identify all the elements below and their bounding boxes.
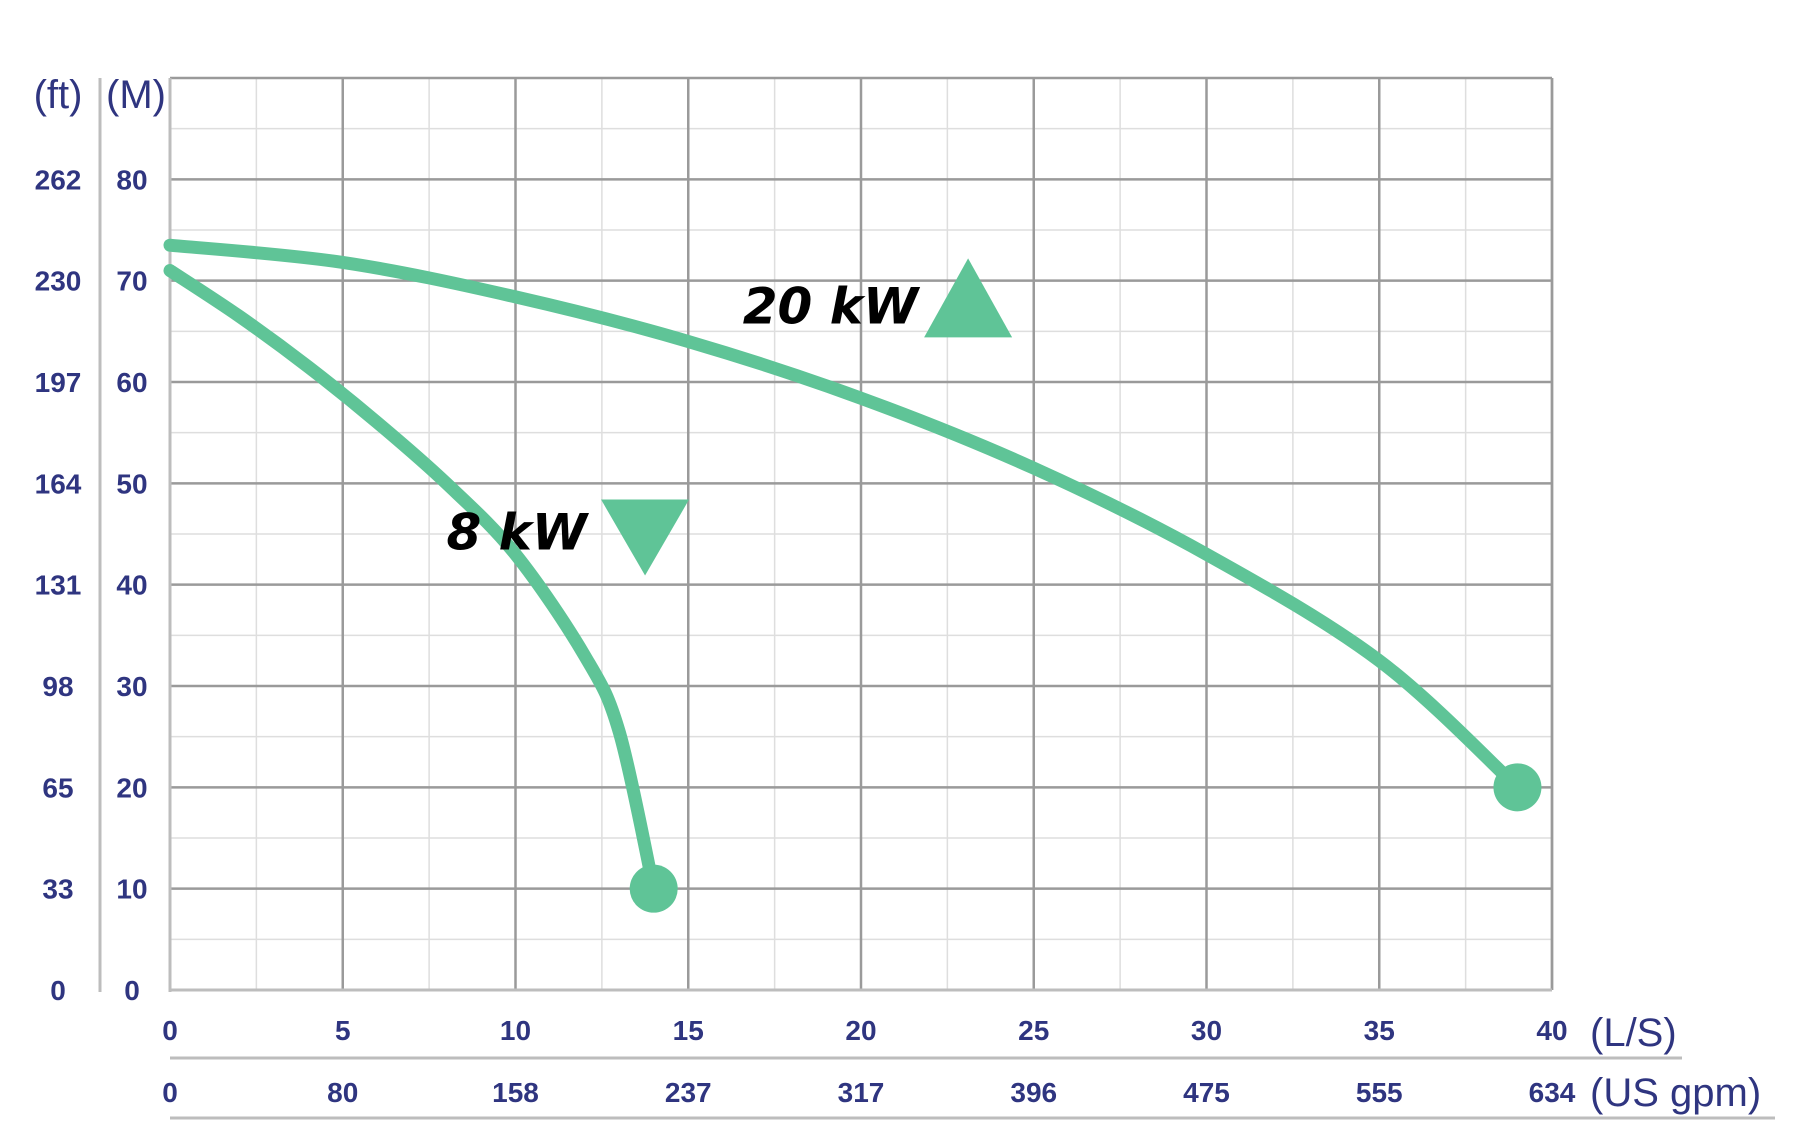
- triangle-down-icon: [601, 499, 690, 576]
- series-label-20-kw: 20 kW: [743, 277, 921, 335]
- x-tick-label-gpm: 80: [327, 1077, 358, 1108]
- y-tick-label-m: 50: [116, 468, 147, 499]
- x-tick-label-ls: 25: [1018, 1015, 1049, 1046]
- x-tick-label-gpm: 396: [1010, 1077, 1057, 1108]
- x-tick-label-ls: 0: [162, 1015, 178, 1046]
- x-tick-label-ls: 10: [500, 1015, 531, 1046]
- curve-endpoint-8-kw: [629, 864, 678, 913]
- x-tick-label-ls: 35: [1364, 1015, 1395, 1046]
- x-tick-label-gpm: 158: [492, 1077, 539, 1108]
- curve-8-kw: [163, 264, 661, 896]
- x-tick-label-gpm: 634: [1529, 1077, 1576, 1108]
- grid: [168, 76, 1554, 992]
- x-tick-label-ls: 20: [845, 1015, 876, 1046]
- y-tick-label-ft: 33: [42, 874, 73, 905]
- y-tick-label-m: 10: [116, 874, 147, 905]
- curve-endpoint-20-kw: [1493, 763, 1542, 812]
- tick-labels: 001033206530984013150164601977023080262(…: [34, 73, 1762, 1115]
- y-tick-label-ft: 0: [50, 975, 66, 1006]
- x-axis-unit-gpm: (US gpm): [1590, 1071, 1761, 1115]
- y-axis-unit-m: (M): [106, 73, 166, 117]
- y-tick-label-m: 30: [116, 671, 147, 702]
- y-tick-label-m: 70: [116, 266, 147, 297]
- y-tick-label-m: 80: [116, 164, 147, 195]
- series-label-8-kw: 8 kW: [446, 504, 589, 562]
- y-tick-label-m: 60: [116, 367, 147, 398]
- x-tick-label-gpm: 237: [665, 1077, 712, 1108]
- x-tick-label-ls: 15: [673, 1015, 704, 1046]
- y-tick-label-ft: 164: [35, 468, 82, 499]
- y-tick-label-ft: 262: [35, 164, 82, 195]
- series-layer: 20 kW 8 kW: [163, 238, 1542, 913]
- y-tick-label-ft: 65: [42, 772, 73, 803]
- y-tick-label-ft: 197: [35, 367, 82, 398]
- x-tick-label-ls: 30: [1191, 1015, 1222, 1046]
- y-axis-unit-ft: (ft): [34, 73, 83, 117]
- y-tick-label-ft: 131: [35, 570, 82, 601]
- y-tick-label-ft: 98: [42, 671, 73, 702]
- axes: [98, 78, 1775, 1120]
- y-tick-label-m: 40: [116, 570, 147, 601]
- x-tick-label-gpm: 555: [1356, 1077, 1403, 1108]
- y-tick-label-ft: 230: [35, 266, 82, 297]
- x-tick-label-gpm: 0: [162, 1077, 178, 1108]
- x-tick-label-ls: 5: [335, 1015, 351, 1046]
- y-tick-label-m: 0: [124, 975, 140, 1006]
- triangle-up-icon: [924, 258, 1013, 338]
- x-axis-unit-ls: (L/S): [1590, 1011, 1677, 1055]
- x-tick-label-gpm: 475: [1183, 1077, 1230, 1108]
- curve-20-kw: [163, 238, 1524, 794]
- x-tick-label-ls: 40: [1536, 1015, 1567, 1046]
- x-tick-label-gpm: 317: [838, 1077, 885, 1108]
- y-tick-label-m: 20: [116, 772, 147, 803]
